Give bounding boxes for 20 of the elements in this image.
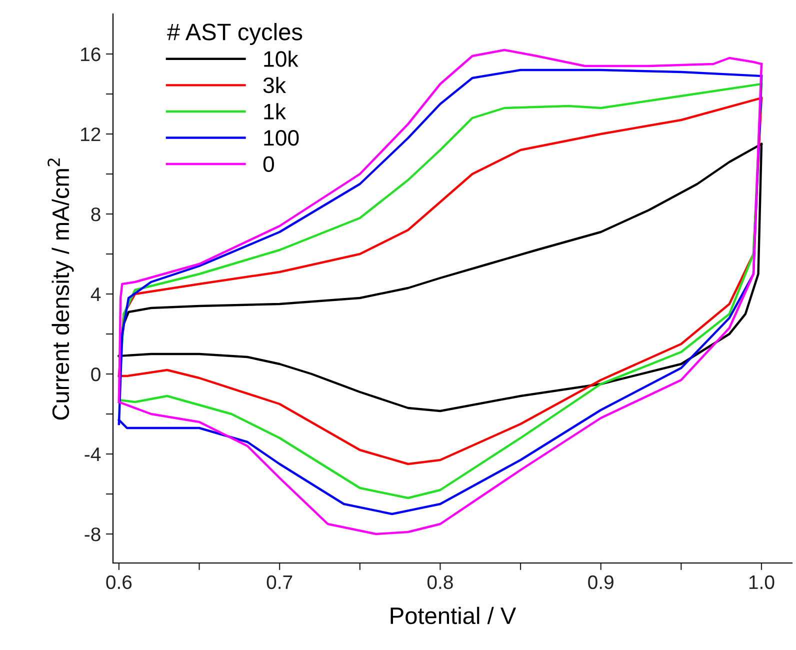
x-axis-title: Potential / V [390, 606, 516, 624]
x-tick-label: 0.7 [266, 575, 292, 590]
legend-label: 0 [263, 156, 274, 172]
y-tick-label: 16 [81, 47, 100, 62]
y-tick-label: -4 [84, 448, 101, 462]
legend-title: # AST cycles [167, 23, 302, 46]
legend-label: 1k [264, 103, 286, 120]
y-tick-label: 12 [81, 127, 100, 142]
x-tick-label: 0.9 [588, 575, 614, 590]
y-tick-label: 8 [91, 207, 100, 222]
y-tick-label: -8 [84, 527, 100, 542]
legend-label: 10k [264, 50, 298, 67]
legend-label: 100 [264, 130, 299, 146]
x-tick-label: 0.8 [427, 575, 453, 590]
x-tick-label: 0.6 [106, 575, 132, 590]
y-tick-label: 0 [91, 367, 100, 382]
y-tick-label: 4 [90, 288, 101, 302]
x-tick-label: 1.0 [749, 575, 774, 590]
legend-label: 3k [263, 76, 286, 94]
y-axis-title: Current density / mA/cm$^{2}$ [48, 158, 74, 420]
